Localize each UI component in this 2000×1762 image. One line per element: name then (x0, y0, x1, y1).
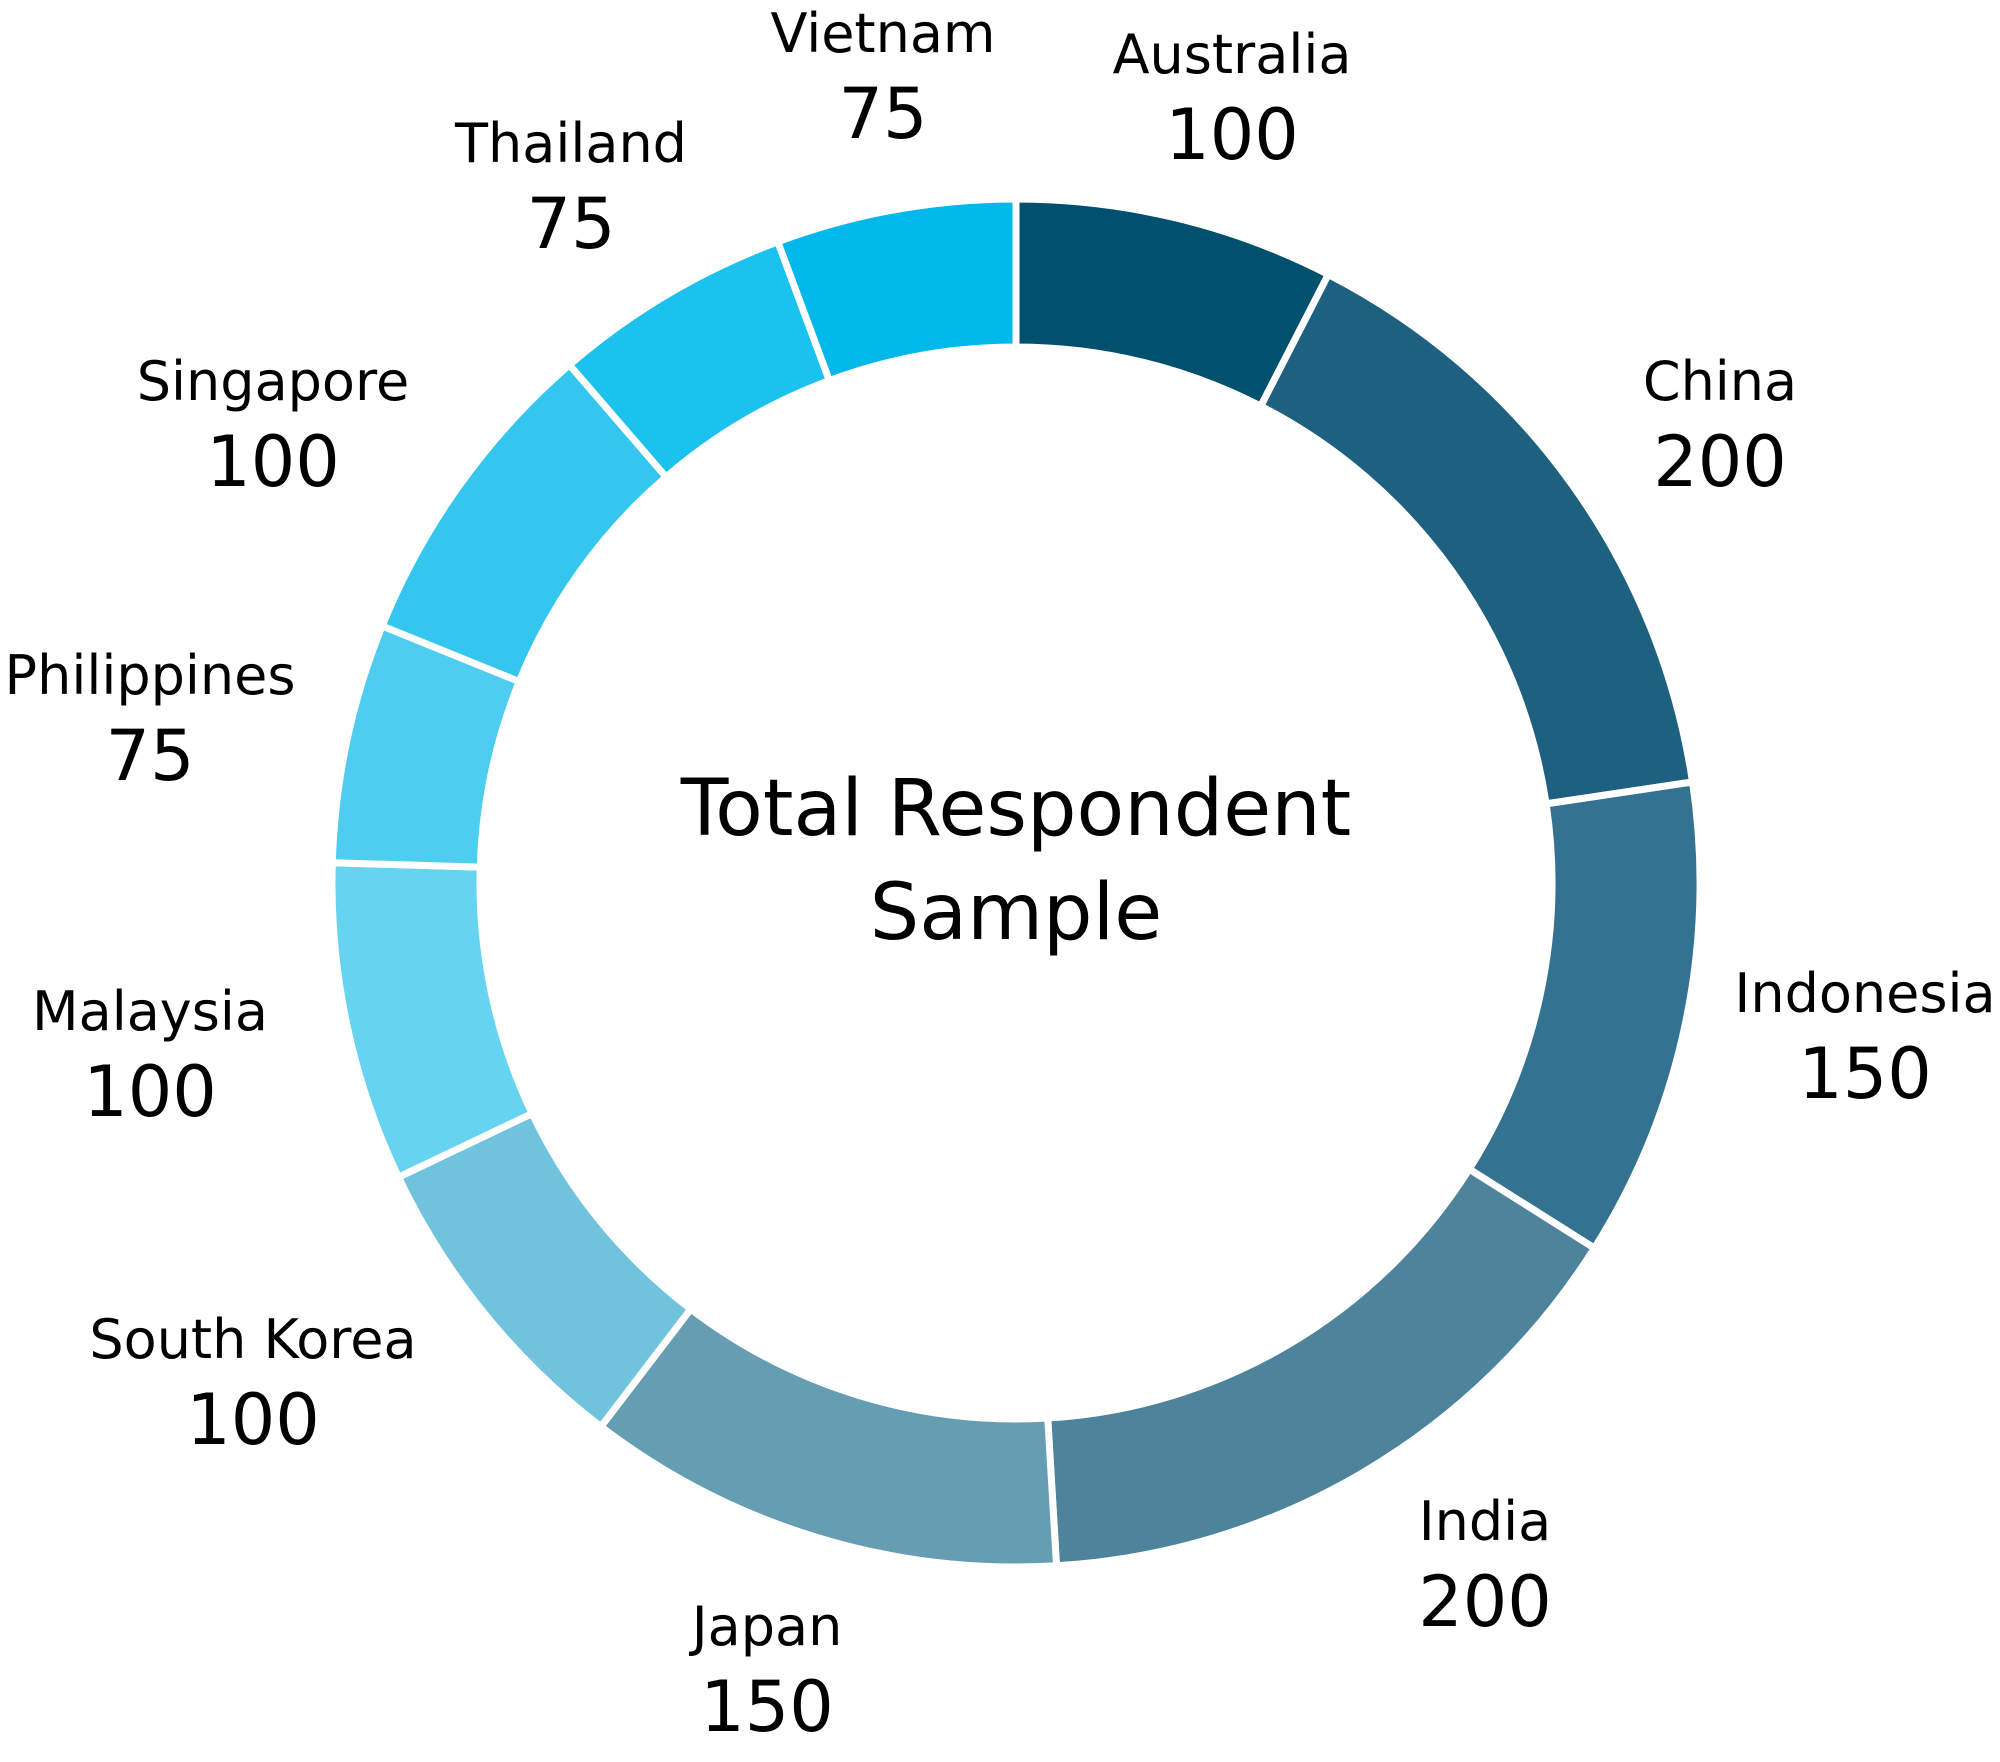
slice-value-malaysia: 100 (83, 1051, 217, 1133)
slice-value-vietnam: 75 (838, 73, 927, 155)
slice-label-south-korea: South Korea (89, 1308, 416, 1371)
slice-value-indonesia: 150 (1798, 1033, 1932, 1115)
slice-china (1256, 269, 1697, 808)
slice-value-india: 200 (1418, 1561, 1552, 1643)
slice-label-malaysia: Malaysia (32, 980, 268, 1043)
slice-vietnam (773, 195, 1020, 386)
slice-indonesia (1464, 778, 1704, 1253)
slice-label-india: India (1419, 1490, 1552, 1553)
slice-value-china: 200 (1653, 421, 1787, 503)
center-title-line-1: Total Respondent (680, 764, 1351, 854)
slice-label-japan: Japan (689, 1595, 843, 1658)
donut-slices (328, 195, 1704, 1571)
slice-value-thailand: 75 (526, 183, 615, 265)
slice-label-singapore: Singapore (137, 350, 409, 413)
slice-label-indonesia: Indonesia (1734, 962, 1995, 1025)
slice-value-singapore: 100 (206, 421, 340, 503)
slice-label-philippines: Philippines (5, 644, 296, 707)
slice-label-australia: Australia (1113, 23, 1352, 86)
slice-value-australia: 100 (1165, 94, 1299, 176)
slice-value-philippines: 75 (105, 715, 194, 797)
slice-value-japan: 150 (700, 1666, 834, 1748)
slice-label-china: China (1643, 350, 1797, 413)
slice-label-thailand: Thailand (454, 112, 687, 175)
slice-labels: Australia 100 China 200 Indonesia 150 India 200… (5, 2, 1996, 1748)
slice-value-south-korea: 100 (186, 1379, 320, 1461)
slice-malaysia (328, 859, 537, 1182)
center-title-line-2: Sample (870, 868, 1162, 958)
slice-japan (596, 1304, 1061, 1571)
slice-label-vietnam: Vietnam (770, 2, 995, 65)
